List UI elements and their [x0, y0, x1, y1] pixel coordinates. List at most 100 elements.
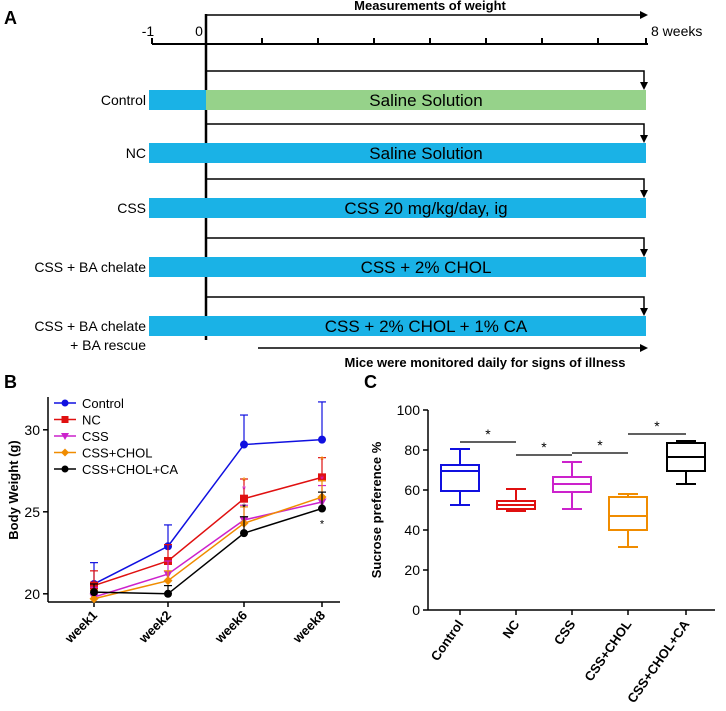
timeline-week-ticks [261, 38, 599, 44]
treatment-label: Saline Solution [369, 144, 482, 163]
legend-entry: CSS [82, 429, 109, 444]
legend-entry: CSS+CHOL [82, 446, 152, 461]
treatment-label: CSS 20 mg/kg/day, ig [344, 199, 507, 218]
group-label: CSS + BA chelate [34, 259, 146, 275]
data-point [318, 504, 326, 513]
measurement-label: Measurements of weight [354, 0, 506, 13]
panel-a: A -1 0 8 weeks Measurements of weight Sa… [4, 0, 702, 370]
series-line [93, 501, 323, 598]
legend-entry: NC [82, 413, 101, 428]
panel-c: C Sucrose preference % 0 20 40 60 80 100 Contr… [364, 372, 715, 706]
b-y-tick-label: 25 [24, 504, 40, 520]
group-label: CSS + BA chelate [34, 318, 146, 334]
group-label: Control [101, 92, 146, 108]
prephase-bar [149, 257, 206, 277]
treatment-bar [206, 143, 646, 163]
timeline-tick-label: 0 [195, 23, 203, 39]
row-bracket-arrow [206, 237, 645, 253]
c-y-axis-label: Sucrose preference % [369, 441, 384, 578]
significance-star: * [320, 474, 325, 486]
series-line [93, 496, 323, 600]
arrow-head [640, 308, 648, 316]
c-x-tick-label: CSS+CHOL+CA [624, 617, 693, 706]
significance-star: * [541, 439, 547, 455]
arrow-head [640, 190, 648, 198]
c-y-tick-label: 80 [404, 442, 420, 458]
legend-marker [61, 433, 69, 440]
legend-marker [61, 399, 69, 407]
box-css-chol [608, 493, 648, 548]
significance-star: * [654, 418, 660, 434]
significance-star: * [242, 502, 247, 514]
series-css-chol: CSS+CHOL [54, 446, 327, 604]
significance-star: * [320, 454, 325, 466]
b-y-axis-label: Body Weight (g) [6, 440, 21, 539]
data-point [318, 435, 326, 444]
data-point [89, 594, 99, 604]
arrow-head [640, 344, 648, 352]
group-label: CSS [117, 200, 146, 216]
prephase-bar [149, 316, 206, 336]
box-css [552, 461, 592, 510]
prephase-bar [149, 90, 206, 110]
c-y-tick-label: 60 [404, 482, 420, 498]
row-bracket-arrow [206, 178, 645, 194]
panel-c-label: C [364, 372, 377, 392]
arrow-head [640, 82, 648, 90]
data-point [318, 473, 326, 482]
treatment-bar [206, 316, 646, 336]
box-nc [496, 488, 536, 512]
b-x-tick-label: week1 [61, 608, 100, 647]
c-x-tick-label: Control [428, 617, 467, 663]
arrow-head [640, 11, 648, 19]
legend-marker [61, 465, 69, 473]
series-line [93, 438, 323, 585]
data-point [90, 588, 98, 597]
c-x-tick-label: NC [499, 617, 522, 641]
b-x-tick-label: week2 [135, 608, 174, 647]
box-iqr [440, 464, 480, 492]
c-y-tick-label: 100 [397, 402, 421, 418]
box-css-chol-ca [666, 440, 706, 485]
box-iqr [608, 496, 648, 531]
series-css-chol-ca: CSS+CHOL+CA [54, 462, 326, 598]
panel-b: B Body Weight (g) 20 25 30 week1 week2 week6 w… [4, 372, 340, 646]
legend-marker [61, 416, 69, 423]
arrow-head [640, 135, 648, 143]
treatment-label: Saline Solution [369, 91, 482, 110]
row-bracket-arrow [206, 70, 645, 86]
c-x-tick-label: CSS+CHOL [581, 617, 634, 684]
legend-marker [61, 448, 69, 457]
group-label-line2: + BA rescue [70, 337, 146, 353]
c-y-tick-label: 20 [404, 562, 420, 578]
timeline-tick-label: 8 weeks [651, 23, 702, 39]
treatment-bar [206, 90, 646, 110]
b-y-tick-label: 20 [24, 586, 40, 602]
c-x-tick-label: CSS [551, 617, 579, 648]
b-x-tick-label: week8 [289, 608, 328, 647]
panel-b-label: B [4, 372, 17, 392]
legend-entry: Control [82, 396, 124, 411]
monitoring-label: Mice were monitored daily for signs of i… [344, 355, 625, 370]
timeline-rows: Saline Solution Control Saline Solution NC C… [34, 70, 648, 353]
arrow-head [640, 249, 648, 257]
significance-star: * [597, 437, 603, 453]
prephase-bar [149, 143, 206, 163]
data-point [163, 576, 173, 586]
legend-entry: CSS+CHOL+CA [82, 462, 178, 477]
sucrose-preference-chart: 0 20 40 60 80 100 Control NC CSS CSS+CHOLCSS+CHOL… [397, 402, 715, 706]
significance-star: * [485, 426, 491, 442]
treatment-label: CSS + 2% CHOL [361, 258, 492, 277]
prephase-bar [149, 198, 206, 218]
b-x-tick-label: week6 [211, 608, 250, 647]
box-control [440, 448, 480, 506]
timeline-tick-label: -1 [142, 23, 155, 39]
data-point [240, 529, 248, 538]
treatment-bar [206, 198, 646, 218]
treatment-label: CSS + 2% CHOL + 1% CA [325, 317, 528, 336]
significance-star: * [242, 484, 247, 496]
data-point [164, 589, 172, 598]
treatment-bar [206, 257, 646, 277]
significance-star: * [242, 476, 247, 488]
